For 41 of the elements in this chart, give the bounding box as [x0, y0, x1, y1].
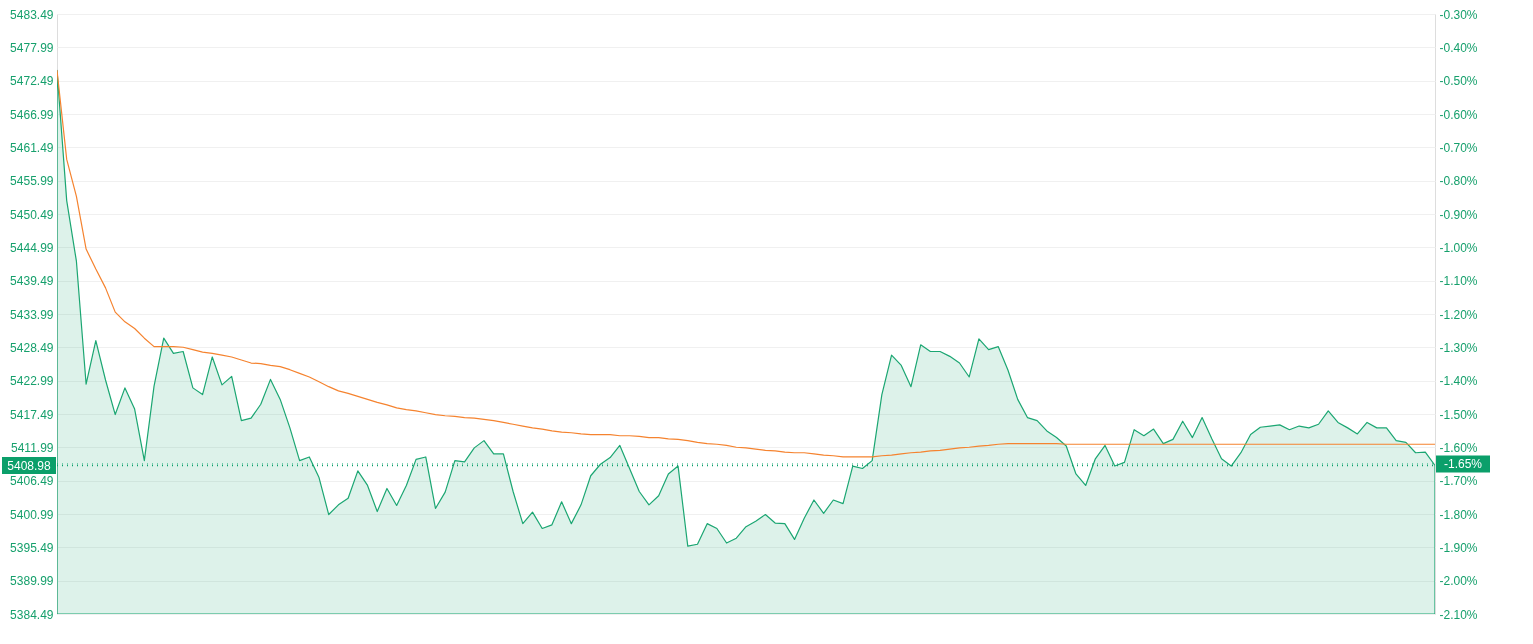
y2-tick-label: -0.90%: [1439, 207, 1478, 222]
ref-line-label: -1.65%: [1443, 457, 1483, 471]
y2-tick-label: -1.70%: [1439, 474, 1478, 489]
y-tick-label: 5461.49: [10, 140, 54, 155]
y-tick-label: 5466.99: [10, 107, 54, 122]
y-tick-label: 5450.49: [10, 207, 54, 222]
y2-tick-label: -0.50%: [1439, 74, 1478, 89]
y-tick-label: 5400.99: [10, 507, 54, 522]
y-tick-label: 5439.49: [10, 274, 54, 289]
y-tick-label: 5411.99: [11, 440, 54, 455]
y2-tick-label: -0.70%: [1439, 140, 1478, 155]
y-tick-label: 5472.49: [10, 74, 54, 89]
y2-tick-label: -1.10%: [1439, 274, 1478, 289]
y-tick-label: 5444.99: [10, 240, 54, 255]
y2-tick-label: -1.80%: [1439, 507, 1478, 522]
y-tick-label: 5389.99: [10, 574, 54, 589]
ref-line-label: 5408.98: [7, 458, 52, 473]
y-tick-label: 5406.49: [10, 474, 54, 489]
y2-tick-label: -1.30%: [1439, 340, 1478, 355]
line-series: [57, 69, 1435, 458]
y2-tick-label: -1.40%: [1439, 374, 1478, 389]
y-tick-label: 5433.99: [10, 307, 54, 322]
y2-tick-label: -1.20%: [1439, 307, 1478, 322]
y2-tick-label: -0.40%: [1439, 40, 1478, 55]
y2-tick-label: -1.50%: [1439, 407, 1478, 422]
y-tick-label: 5483.49: [10, 7, 54, 22]
y-tick-label: 5384.49: [10, 607, 54, 622]
y2-tick-label: -1.00%: [1439, 240, 1478, 255]
y2-tick-label: -0.60%: [1439, 107, 1478, 122]
y-tick-label: 5455.99: [10, 174, 54, 189]
y2-tick-label: -0.80%: [1439, 174, 1478, 189]
y2-tick-label: -1.60%: [1439, 440, 1478, 455]
y-tick-label: 5477.99: [10, 40, 54, 55]
y2-tick-label: -1.90%: [1439, 540, 1478, 555]
y-tick-label: 5422.99: [10, 374, 54, 389]
y-tick-label: 5417.49: [10, 407, 54, 422]
y-tick-label: 5428.49: [10, 340, 54, 355]
y-tick-label: 5395.49: [10, 540, 54, 555]
y2-tick-label: -2.10%: [1439, 607, 1478, 622]
y2-tick-label: -0.30%: [1439, 7, 1478, 22]
y2-tick-label: -2.00%: [1439, 574, 1478, 589]
